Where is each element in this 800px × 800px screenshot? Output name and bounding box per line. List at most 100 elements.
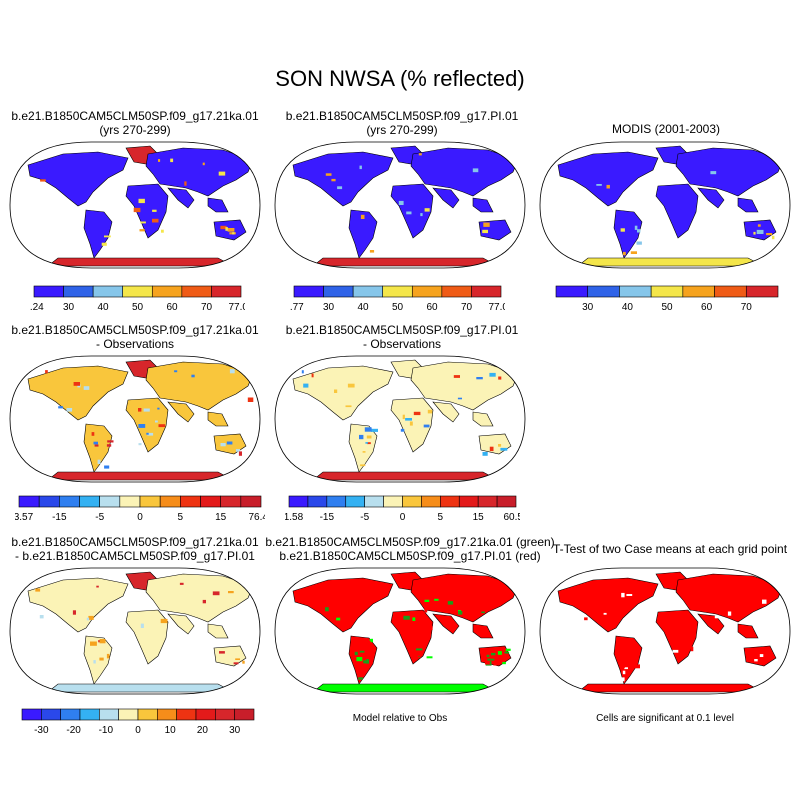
colorbar-label: 60 [426,302,438,313]
map-cell [418,153,422,156]
map-cell [369,250,375,253]
continent-se-asia [207,411,229,427]
map-border [539,141,791,269]
colorbar-swatch [293,285,324,298]
map-cell [424,599,430,602]
map-cell [138,198,145,204]
map-cell [423,424,430,428]
colorbar-case1: 6.24 30 40 50 60 70 77.04 [30,285,245,313]
colorbar-swatch [99,708,119,721]
colorbar-swatch [682,285,715,298]
continent-australia [213,645,247,667]
map-cell [420,213,423,217]
map-cell [568,610,572,615]
map-cell [143,408,150,412]
panel-title-line1: T-Test of two Case means at each grid po… [552,542,788,556]
map-cell [155,420,158,423]
map-cell [336,617,341,621]
colorbar-swatch [18,495,40,508]
continent-north-america [27,577,129,633]
map-cell [325,173,332,176]
continent-arabia-india [697,613,725,635]
colorbar-swatch [38,495,60,508]
panel-title-model-relative: b.e21.B1850CAM5CLM50SP.f09_g17.21ka.01 (… [260,535,560,563]
colorbar-swatch [60,708,81,721]
map-cell [94,444,99,447]
colorbar-label: 60.52 [503,512,520,523]
continent-antarctica [577,257,764,267]
map-cell [687,590,692,593]
continent-south-america [613,209,643,259]
colorbar-swatch [587,285,620,298]
map-cell [99,639,106,644]
colorbar-swatch [496,495,517,508]
map-cell [472,168,479,173]
map-cell [504,651,510,654]
map-cell [354,651,358,656]
map-cell [710,171,717,175]
continent-se-asia [472,623,494,639]
panel-title-obs: MODIS (2001-2003) [526,122,800,136]
colorbar-label: 15 [215,512,227,523]
map-cell [160,618,168,624]
map-cell [235,658,240,660]
colorbar-swatch [288,495,309,508]
panel-title-line1: MODIS (2001-2003) [611,122,721,136]
map-cell [412,617,416,621]
colorbar-label: 50 [661,302,673,313]
map-content [27,145,254,267]
map-cell [220,443,226,447]
map-cell [398,200,404,205]
map-cell [232,232,235,235]
colorbar-swatch [151,285,183,298]
continent-antarctica [312,683,499,693]
continent-south-america [83,209,113,259]
map-cell [634,225,638,230]
map-cell [91,432,95,436]
map-cell [170,158,174,163]
panel-title-line1: b.e21.B1850CAM5CLM50SP.f09_g17.21ka.01 [11,323,259,337]
map-cell [483,222,490,227]
map-cell [107,440,114,443]
map-border [539,567,791,695]
map-cell [179,582,184,585]
map-obs [539,141,791,269]
continent-antarctica [312,471,499,481]
map-cell [218,171,226,176]
map-cell [606,184,610,189]
map-cell [88,615,94,620]
map-cell [627,642,634,645]
map-cell [481,611,485,614]
continent-africa [125,183,169,239]
colorbar-swatch [345,495,365,508]
figure-title: SON NWSA (% reflected) [275,66,525,91]
map-content [557,145,784,267]
panel-title-line2: b.e21.B1850CAM5CLM50SP.f09_g17.PI.01 (re… [279,549,541,563]
panel-title-line1: b.e21.B1850CAM5CLM50SP.f09_g17.PI.01 [285,109,519,123]
continent-africa [125,609,169,665]
map-cell [356,657,363,662]
map-cell [158,159,161,162]
map-cell [152,209,157,212]
colorbar-swatch [63,285,94,298]
colorbar-label: 40 [97,302,109,313]
map-case2 [274,141,526,269]
map-cell [247,397,254,402]
colorbar-label: 0 [137,512,143,523]
colorbar-label: 5.77 [290,302,304,313]
map-cell [415,648,423,651]
continent-arabia-india [432,187,460,209]
map-cell [104,465,110,469]
map-cell [184,181,187,186]
map-cell [447,601,454,605]
colorbar-label: -30 [34,725,49,736]
colorbar-swatch [181,285,212,298]
panel-title-line1: b.e21.B1850CAM5CLM50SP.f09_g17.PI.01 [285,323,519,337]
map-cell [104,235,111,238]
map-cell [106,653,110,659]
map-content [292,145,519,267]
map-cell [402,414,405,420]
map-cell [139,229,145,232]
colorbar-label: 30 [63,302,75,313]
continent-arabia-india [167,187,195,209]
